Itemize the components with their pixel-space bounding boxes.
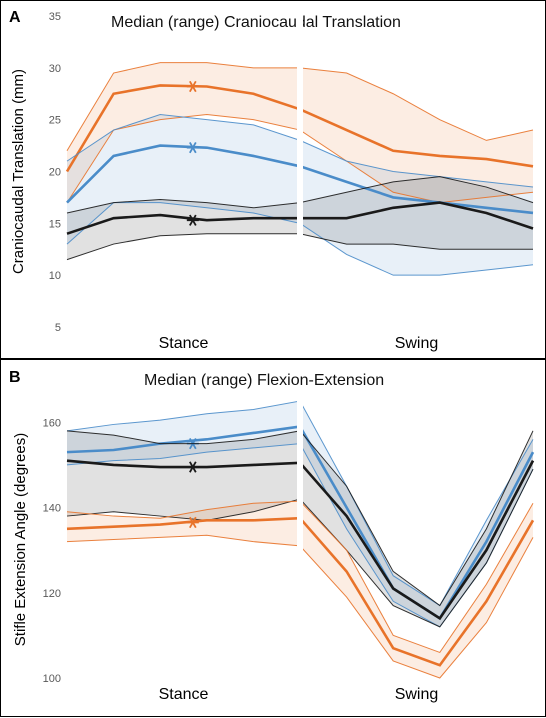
y-tick-label: 35	[49, 11, 61, 23]
y-axis-label: Craniocaudal Translation (mm)	[10, 69, 27, 274]
median-marker-blue	[186, 142, 199, 154]
panel-b: B Median (range) Flexion-Extension Stifle …	[0, 359, 546, 717]
phase-divider	[297, 12, 303, 331]
x-category-label: Stance	[159, 335, 209, 352]
y-tick-label: 25	[49, 115, 61, 127]
panel-a: A Median (range) Craniocaudal Translation…	[0, 0, 546, 359]
x-category-label: Swing	[395, 686, 439, 703]
x-category-label: Swing	[395, 335, 439, 352]
y-tick-label: 5	[55, 322, 61, 334]
median-marker-black	[186, 461, 199, 473]
y-tick-label: 10	[49, 270, 61, 282]
y-tick-label: 20	[49, 167, 61, 179]
median-marker-orange	[186, 516, 199, 529]
chart-title: Median (range) Flexion-Extension	[144, 372, 384, 389]
y-tick-label: 100	[43, 673, 61, 685]
range-band-orange	[67, 62, 533, 203]
y-tick-label: 140	[43, 503, 61, 515]
x-category-label: Stance	[159, 686, 209, 703]
chart-a: A Median (range) Craniocaudal Translation…	[9, 9, 534, 352]
y-tick-label: 30	[49, 63, 61, 75]
chart-title: Median (range) Craniocaudal Translation	[111, 14, 401, 31]
y-tick-label: 120	[43, 588, 61, 600]
panel-letter: B	[9, 369, 21, 386]
y-tick-label: 15	[49, 218, 61, 230]
phase-divider	[297, 397, 303, 682]
median-marker-orange	[186, 80, 199, 93]
range-band-black	[67, 430, 533, 627]
y-axis-label: Stifle Extension Angle (degrees)	[12, 433, 29, 646]
chart-b: B Median (range) Flexion-Extension Stifle …	[9, 369, 535, 703]
y-tick-label: 160	[43, 417, 61, 429]
panel-letter: A	[9, 9, 21, 26]
median-marker-black	[186, 214, 199, 226]
